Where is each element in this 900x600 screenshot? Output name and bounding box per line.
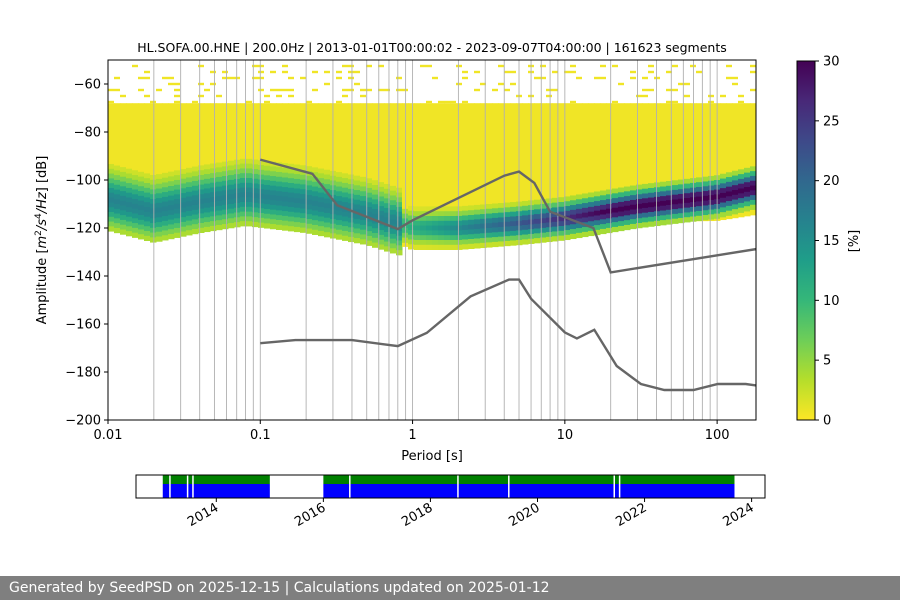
availability-span-bottom	[323, 484, 735, 498]
colorbar-ticks: 0 5 10 15 20 25 30	[815, 55, 840, 429]
x-tick-label: 1	[408, 428, 416, 443]
colorbar-tick-label: 25	[823, 114, 840, 129]
availability-gap	[618, 475, 621, 498]
timeline-tick-label: 2024	[720, 500, 756, 530]
x-axis-label: Period [s]	[401, 449, 463, 464]
figure: HL.SOFA.00.HNE | 200.0Hz | 2013-01-01T00…	[34, 40, 862, 530]
colorbar-tick-label: 10	[823, 294, 840, 309]
availability-span-top	[162, 475, 270, 484]
y-tick-label: −160	[65, 318, 101, 333]
timeline-tick-label: 2016	[292, 500, 328, 530]
grid-lines	[108, 60, 718, 420]
availability-span-bottom	[162, 484, 270, 498]
timeline-tick-label: 2022	[613, 500, 649, 530]
footer-text: Generated by SeedPSD on 2025-12-15 | Cal…	[9, 580, 550, 596]
data-availability-timeline	[162, 475, 735, 498]
availability-gap	[169, 475, 171, 498]
noise-model-curves	[259, 158, 756, 392]
y-tick-label: −180	[65, 366, 101, 381]
timeline-ticks: 2014 2016 2018 2020 2022 2024	[185, 498, 757, 530]
y-tick-label: −120	[65, 222, 101, 237]
colorbar-tick-label: 15	[823, 234, 840, 249]
y-axis-label: Amplitude [m2/s4/Hz] [dB]	[34, 156, 50, 325]
colorbar-tick-label: 20	[823, 174, 840, 189]
colorbar-tick-label: 30	[823, 55, 840, 70]
colorbar	[796, 60, 816, 421]
colorbar-label: [%]	[847, 230, 862, 253]
footer-bar: Generated by SeedPSD on 2025-12-15 | Cal…	[0, 576, 900, 600]
availability-gap	[613, 475, 616, 498]
timeline-tick-label: 2018	[399, 500, 435, 530]
colorbar-tick-label: 5	[823, 354, 831, 369]
noise-model-line	[260, 278, 756, 392]
x-tick-label: 10	[557, 428, 574, 443]
y-tick-label: −100	[65, 174, 101, 189]
x-tick-label: 0.01	[94, 428, 123, 443]
density-heatmap	[108, 64, 756, 256]
y-tick-label: −140	[65, 270, 101, 285]
x-tick-label: 0.1	[250, 428, 271, 443]
availability-gap	[457, 475, 459, 498]
timeline-frame	[135, 474, 766, 499]
timeline-tick-label: 2020	[506, 500, 542, 530]
availability-span-top	[323, 475, 735, 484]
timeline-tick-label: 2014	[185, 500, 221, 530]
colorbar-tick-label: 0	[823, 414, 831, 429]
availability-gap	[508, 475, 510, 498]
y-tick-label: −80	[74, 126, 101, 141]
availability-gap	[192, 475, 194, 498]
plot-frame	[107, 59, 757, 421]
y-tick-label: −60	[74, 78, 101, 93]
x-axis-ticks: 0.01 0.1 1 10 100	[94, 420, 730, 443]
availability-gap	[186, 475, 189, 498]
y-axis-ticks: −60 −80 −100 −120 −140 −160 −180 −200	[65, 78, 108, 429]
y-tick-label: −200	[65, 414, 101, 429]
availability-gap	[349, 475, 351, 498]
x-tick-label: 100	[705, 428, 730, 443]
noise-model-line	[259, 158, 756, 274]
chart-title: HL.SOFA.00.HNE | 200.0Hz | 2013-01-01T00…	[137, 40, 727, 55]
